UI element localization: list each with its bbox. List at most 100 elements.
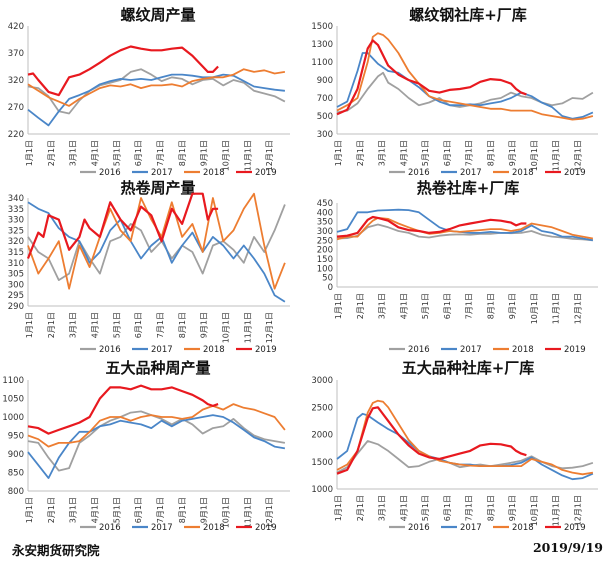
y-tick-label: 335 <box>8 205 24 215</box>
legend: 2016 2017 2018 2019 <box>389 523 586 533</box>
x-tick-label: 1月1日 <box>334 140 343 166</box>
x-tick-label: 2月1日 <box>47 312 56 338</box>
y-tick-label: 330 <box>8 216 24 226</box>
legend: 2016 2017 2018 2019 <box>80 523 277 533</box>
legend: 2016 2017 2018 2019 <box>80 345 277 355</box>
x-tick-label: 9月1日 <box>200 312 209 338</box>
y-tick-label: 50 <box>322 274 333 284</box>
legend-label-2017: 2017 <box>151 523 173 533</box>
y-tick-label: 3000 <box>311 376 333 386</box>
x-tick-label: 9月1日 <box>200 140 209 166</box>
series-line-2018 <box>336 32 594 121</box>
x-tick-label: 8月1日 <box>486 495 495 521</box>
legend-label-2018: 2018 <box>203 345 225 355</box>
x-tick-label: 5月1日 <box>112 140 121 166</box>
legend-label-2019: 2019 <box>564 523 586 533</box>
x-tick-label: 9月1日 <box>508 495 517 521</box>
y-tick-label: 310 <box>8 259 24 269</box>
chart-1: 螺纹周产量 220 270 320 370 420 1月1日 2月1日 3月1日 4月1日 5月1日… <box>8 6 290 178</box>
y-tick-label: 350 <box>317 218 333 228</box>
y-tick-label: 305 <box>8 270 24 280</box>
source-label: 永安期货研究院 <box>12 543 100 558</box>
chart-2: 螺纹钢社库+厂库 300 500 700 900 1100 1300 1500 1月1日 2月1日… <box>311 6 598 178</box>
y-tick-label: 950 <box>8 432 24 442</box>
y-tick-label: 200 <box>317 246 333 256</box>
legend-label-2018: 2018 <box>203 523 225 533</box>
legend-label-2016: 2016 <box>99 523 121 533</box>
legend-label-2017: 2017 <box>460 345 482 355</box>
x-tick-label: 2月1日 <box>356 495 365 521</box>
x-tick-label: 6月1日 <box>134 312 143 338</box>
chart-title: 五大品种周产量 <box>105 359 210 377</box>
legend-label-2017: 2017 <box>151 168 173 178</box>
series-line-2018 <box>27 403 286 448</box>
series-line-2018 <box>336 216 594 241</box>
legend: 2016 2017 2018 2019 <box>389 168 586 178</box>
y-tick-label: 340 <box>8 194 24 204</box>
x-tick-label: 4月1日 <box>91 497 100 523</box>
series-line-2018 <box>27 68 286 107</box>
y-tick-label: 420 <box>8 22 24 32</box>
x-tick-label: 3月1日 <box>378 140 387 166</box>
x-tick-label: 1月1日 <box>25 497 34 523</box>
series-line-2016 <box>336 71 594 114</box>
x-tick-label: 5月1日 <box>421 293 430 319</box>
chart-title: 热卷社库+厂库 <box>417 179 520 197</box>
y-tick-label: 2000 <box>311 431 333 441</box>
legend-label-2018: 2018 <box>512 523 534 533</box>
series-line-2016 <box>27 410 286 472</box>
x-tick-label: 3月1日 <box>378 495 387 521</box>
chart-5: 五大品种周产量 800 850 900 950 1000 1050 1100 1月1日 2月1日 3… <box>2 359 290 533</box>
y-tick-label: 1300 <box>311 40 333 50</box>
series-line-2016 <box>27 204 286 282</box>
y-tick-label: 1000 <box>2 413 24 423</box>
x-tick-label: 9月1日 <box>508 140 517 166</box>
x-tick-label: 10月1日 <box>530 495 539 526</box>
x-tick-label: 10月1日 <box>530 140 539 171</box>
x-tick-label: 8月1日 <box>178 312 187 338</box>
y-tick-label: 900 <box>317 76 333 86</box>
series-line-2019 <box>336 406 527 475</box>
x-tick-label: 12月1日 <box>573 293 582 324</box>
x-tick-label: 9月1日 <box>508 293 517 319</box>
x-tick-label: 5月1日 <box>421 140 430 166</box>
y-tick-label: 320 <box>8 237 24 247</box>
x-tick-label: 8月1日 <box>486 293 495 319</box>
series-line-2017 <box>27 414 286 480</box>
x-tick-label: 10月1日 <box>222 312 231 343</box>
x-tick-label: 6月1日 <box>134 497 143 523</box>
x-tick-label: 5月1日 <box>421 495 430 521</box>
date-label: 2019/9/19 <box>532 540 603 555</box>
chart-title: 螺纹周产量 <box>120 6 195 24</box>
legend-label-2019: 2019 <box>564 345 586 355</box>
legend: 2016 2017 2018 2019 <box>80 168 277 178</box>
legend-label-2019: 2019 <box>255 345 277 355</box>
x-tick-label: 8月1日 <box>486 140 495 166</box>
chart-title: 热卷周产量 <box>120 179 195 197</box>
x-tick-label: 6月1日 <box>443 495 452 521</box>
x-tick-label: 11月1日 <box>243 312 252 343</box>
y-tick-label: 500 <box>317 112 333 122</box>
x-tick-label: 3月1日 <box>69 140 78 166</box>
x-tick-label: 1月1日 <box>334 293 343 319</box>
x-tick-label: 11月1日 <box>243 497 252 528</box>
series-line-2019 <box>27 45 219 97</box>
x-tick-label: 4月1日 <box>91 312 100 338</box>
x-tick-label: 5月1日 <box>112 312 121 338</box>
x-tick-label: 2月1日 <box>47 497 56 523</box>
series-line-2019 <box>336 39 527 116</box>
x-tick-label: 11月1日 <box>552 293 561 324</box>
y-tick-label: 1500 <box>311 458 333 468</box>
y-tick-label: 450 <box>317 199 333 209</box>
x-tick-label: 12月1日 <box>573 140 582 171</box>
legend-label-2017: 2017 <box>460 168 482 178</box>
x-tick-label: 3月1日 <box>69 497 78 523</box>
x-tick-label: 2月1日 <box>47 140 56 166</box>
series-line-2017 <box>336 52 594 120</box>
legend-label-2016: 2016 <box>408 168 430 178</box>
series-line-2019 <box>27 384 219 435</box>
chart-6: 五大品种社库+厂库 1000 1500 2000 2500 3000 1月1日 2月1日 3月1… <box>311 359 598 533</box>
x-tick-label: 4月1日 <box>399 293 408 319</box>
